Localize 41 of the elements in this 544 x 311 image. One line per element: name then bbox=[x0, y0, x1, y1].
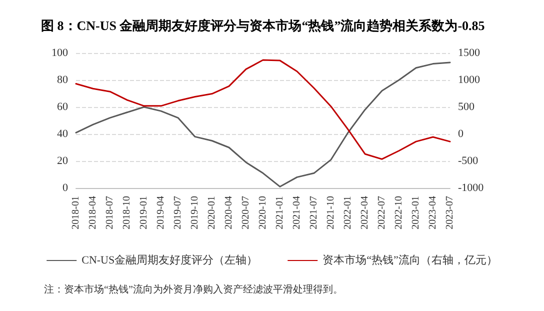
chart-title: 图 8：CN-US 金融周期友好度评分与资本市场“热钱”流向趋势相关系数为-0.85 bbox=[41, 18, 486, 33]
x-tick-label: 2021-01 bbox=[274, 196, 286, 230]
x-tick-label: 2020-07 bbox=[240, 196, 252, 230]
x-tick-label: 2021-10 bbox=[326, 196, 336, 230]
y-tick-label: 0 bbox=[62, 182, 68, 194]
line-series bbox=[75, 59, 451, 160]
x-tick-label: 2021-07 bbox=[308, 196, 320, 230]
x-tick-label: 2018-10 bbox=[122, 196, 132, 230]
text: 注：资本市场“热钱”流向为外资月净购入资产经滤波平滑处理得到。 bbox=[44, 284, 343, 296]
y2-tick-label: 1000 bbox=[458, 74, 480, 86]
y-tick-label: 20 bbox=[57, 155, 68, 167]
x-tick-label: 2021-04 bbox=[292, 196, 302, 230]
y-tick-label: 100 bbox=[52, 47, 68, 59]
x-tick-label: 2019-01 bbox=[138, 196, 150, 230]
x-tick-label: 2020-04 bbox=[224, 196, 234, 230]
x-tick-label: 2020-01 bbox=[206, 196, 218, 230]
x-tick-label: 2019-10 bbox=[190, 196, 200, 230]
y2-tick-label: -500 bbox=[458, 155, 479, 167]
x-tick-label: 2019-07 bbox=[172, 196, 184, 230]
x-tick-label: 2018-01 bbox=[70, 196, 82, 230]
x-tick-label: 2022-07 bbox=[376, 196, 388, 230]
y-tick-label: 40 bbox=[57, 128, 68, 140]
x-tick-label: 2022-01 bbox=[342, 196, 354, 230]
x-tick-label: 2020-10 bbox=[258, 196, 268, 230]
y-tick-label: 80 bbox=[57, 74, 68, 86]
x-tick-label: 2019-04 bbox=[156, 196, 166, 230]
legend-label: 资本市场“热钱”流向（右轴，亿元） bbox=[322, 254, 498, 266]
x-tick-label: 2018-04 bbox=[88, 196, 98, 230]
x-tick-label: 2022-04 bbox=[360, 196, 370, 230]
line-series bbox=[75, 62, 451, 188]
x-tick-label: 2022-10 bbox=[394, 196, 404, 230]
x-tick-label: 2023-07 bbox=[444, 196, 456, 230]
y2-tick-label: 1500 bbox=[458, 47, 480, 59]
x-tick-label: 2018-07 bbox=[104, 196, 116, 230]
y-tick-label: 60 bbox=[57, 101, 68, 113]
legend-label: CN-US金融周期友好度评分（左轴） bbox=[82, 254, 258, 266]
x-tick-label: 2023-01 bbox=[410, 196, 422, 230]
y2-tick-label: -1000 bbox=[458, 182, 484, 194]
y2-tick-label: 500 bbox=[458, 101, 475, 113]
y2-tick-label: 0 bbox=[458, 128, 464, 140]
x-tick-label: 2023-04 bbox=[428, 196, 438, 230]
